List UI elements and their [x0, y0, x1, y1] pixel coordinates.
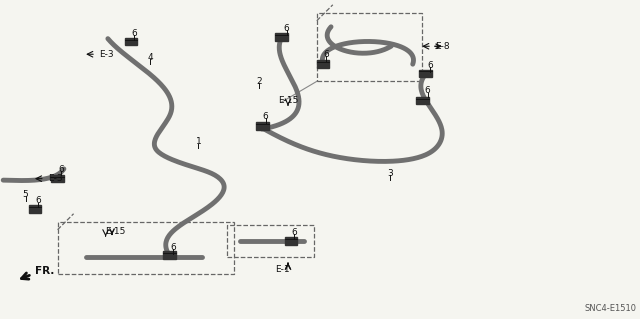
- Text: 6: 6: [425, 86, 430, 95]
- Bar: [58, 222, 234, 274]
- Bar: [29, 205, 42, 213]
- Text: E-1: E-1: [275, 265, 290, 274]
- Bar: [51, 175, 64, 182]
- Text: E-3: E-3: [99, 50, 114, 59]
- Text: 6: 6: [132, 29, 137, 38]
- Text: 6: 6: [263, 112, 268, 121]
- Text: FR.: FR.: [35, 266, 54, 276]
- Text: E-3: E-3: [48, 174, 63, 183]
- Text: 2: 2: [257, 77, 262, 86]
- Bar: [317, 60, 330, 68]
- Text: SNC4-E1510: SNC4-E1510: [585, 304, 637, 313]
- Bar: [317, 13, 422, 81]
- Bar: [275, 33, 288, 41]
- Text: 6: 6: [170, 243, 175, 252]
- Bar: [227, 225, 314, 257]
- Text: E-15: E-15: [106, 227, 126, 236]
- Text: 6: 6: [284, 24, 289, 33]
- Text: 6: 6: [36, 197, 41, 205]
- Text: 1: 1: [196, 137, 201, 146]
- Text: E-8: E-8: [435, 42, 450, 51]
- Text: 6: 6: [324, 50, 329, 59]
- Bar: [419, 70, 432, 77]
- Bar: [125, 38, 138, 45]
- Text: 3: 3: [388, 169, 393, 178]
- Text: 4: 4: [148, 53, 153, 62]
- Bar: [416, 97, 429, 104]
- Text: 5: 5: [23, 190, 28, 199]
- Bar: [163, 251, 176, 259]
- Bar: [285, 237, 298, 245]
- Text: 6: 6: [292, 228, 297, 237]
- Text: 6: 6: [58, 165, 63, 174]
- Text: E-15: E-15: [278, 96, 299, 105]
- Bar: [256, 122, 269, 130]
- Text: 6: 6: [428, 61, 433, 70]
